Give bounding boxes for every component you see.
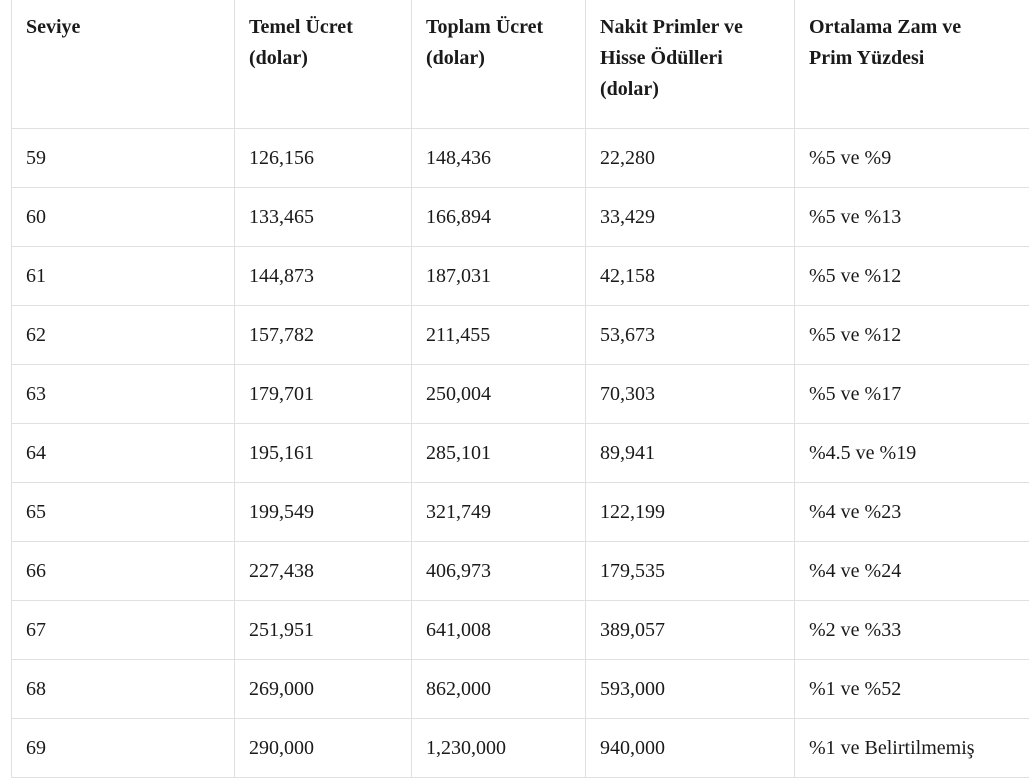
header-text: (dolar) (600, 78, 659, 100)
table-cell: 60 (12, 188, 235, 247)
salary-table: Seviye Temel Ücret (dolar) Toplam Ücret (dol… (11, 0, 1029, 778)
header-text: Ortalama Zam ve (809, 16, 961, 38)
table-cell: 33,429 (586, 188, 795, 247)
table-cell: 148,436 (412, 129, 586, 188)
table-cell: 166,894 (412, 188, 586, 247)
table-cell: 227,438 (235, 542, 412, 601)
table-cell: %5 ve %12 (795, 247, 1029, 306)
table-cell: 321,749 (412, 483, 586, 542)
table-cell: 42,158 (586, 247, 795, 306)
header-text: Toplam Ücret (426, 16, 543, 38)
table-cell: %2 ve %33 (795, 601, 1029, 660)
table-cell: 211,455 (412, 306, 586, 365)
table-cell: 250,004 (412, 365, 586, 424)
table-header: Seviye Temel Ücret (dolar) Toplam Ücret (dol… (12, 0, 1029, 129)
table-cell: 195,161 (235, 424, 412, 483)
table-cell: 389,057 (586, 601, 795, 660)
header-text: Temel Ücret (249, 16, 353, 38)
table-cell: 406,973 (412, 542, 586, 601)
table-cell: 63 (12, 365, 235, 424)
table-cell: 862,000 (412, 660, 586, 719)
header-cell: Toplam Ücret (dolar) (412, 0, 586, 129)
table-cell: 70,303 (586, 365, 795, 424)
header-cell: Temel Ücret (dolar) (235, 0, 412, 129)
table-cell: 157,782 (235, 306, 412, 365)
table-cell: 59 (12, 129, 235, 188)
table-cell: %4 ve %23 (795, 483, 1029, 542)
table-cell: %5 ve %9 (795, 129, 1029, 188)
header-row: Seviye Temel Ücret (dolar) Toplam Ücret (dol… (12, 0, 1029, 129)
table-cell: 179,701 (235, 365, 412, 424)
header-cell: Nakit Primler ve Hisse Ödülleri (dolar) (586, 0, 795, 129)
table-cell: 61 (12, 247, 235, 306)
header-text: (dolar) (249, 47, 308, 69)
table-cell: 251,951 (235, 601, 412, 660)
table-cell: 179,535 (586, 542, 795, 601)
header-text: Seviye (26, 16, 80, 38)
header-text: Prim Yüzdesi (809, 47, 924, 69)
table-cell: 187,031 (412, 247, 586, 306)
table-cell: 64 (12, 424, 235, 483)
table-cell: 126,156 (235, 129, 412, 188)
table-cell: 65 (12, 483, 235, 542)
table-cell: 122,199 (586, 483, 795, 542)
table-cell: 133,465 (235, 188, 412, 247)
table-cell: 66 (12, 542, 235, 601)
table-cell: 144,873 (235, 247, 412, 306)
header-text: Nakit Primler ve (600, 16, 743, 38)
table-cell: 269,000 (235, 660, 412, 719)
header-text: (dolar) (426, 47, 485, 69)
table-cell: %4 ve %24 (795, 542, 1029, 601)
header-text: Hisse Ödülleri (600, 47, 723, 69)
table-cell: 53,673 (586, 306, 795, 365)
table-cell: 68 (12, 660, 235, 719)
header-cell: Ortalama Zam ve Prim Yüzdesi (795, 0, 1029, 129)
table-cell: 593,000 (586, 660, 795, 719)
header-cell: Seviye (12, 0, 235, 129)
table-cell: %1 ve %52 (795, 660, 1029, 719)
table-cell: 62 (12, 306, 235, 365)
table-cell: 89,941 (586, 424, 795, 483)
table-cell: 641,008 (412, 601, 586, 660)
table-cell: 22,280 (586, 129, 795, 188)
table-cell: %5 ve %13 (795, 188, 1029, 247)
table-cell: %4.5 ve %19 (795, 424, 1029, 483)
table-cell: %5 ve %12 (795, 306, 1029, 365)
table-cell: 285,101 (412, 424, 586, 483)
table-cell: %5 ve %17 (795, 365, 1029, 424)
table-cell: 67 (12, 601, 235, 660)
table-cell: 199,549 (235, 483, 412, 542)
